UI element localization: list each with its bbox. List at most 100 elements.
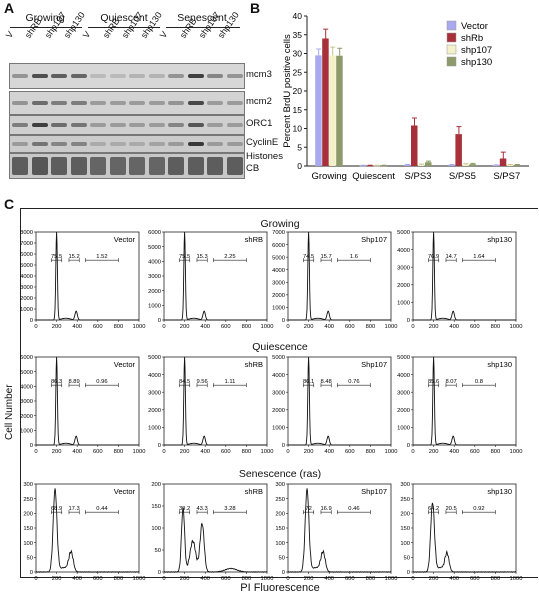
gate-value: 2.25 [224,254,235,260]
hist-x-tick-label: 600 [345,449,355,455]
hist-x-tick-label: 600 [221,449,231,455]
blot-band [207,157,223,175]
blot-band [31,101,48,105]
hist-x-tick-label: 400 [324,449,334,455]
hist-x-tick-label: 800 [366,576,376,582]
hist-x-tick-label: 800 [491,449,501,455]
histogram-curve [163,507,268,573]
blot-band [168,101,184,105]
hist-y-tick-label: 6000 [20,355,33,361]
panel-b-letter: B [250,0,261,16]
hist-x-tick-label: 0 [286,449,289,455]
hist-y-tick-label: 300 [23,482,33,488]
histogram-frame [35,356,140,446]
hist-y-tick-label: 200 [400,512,410,518]
histogram-name: shp130 [487,487,512,496]
legend-label: shp130 [461,57,492,68]
hist-y-tick-label: 2000 [148,289,161,295]
histogram-frame [163,356,268,446]
blot-band [226,101,243,105]
blot-band [148,74,165,78]
gate-value: 75.5 [179,254,190,260]
bar [506,164,514,166]
blot-band [109,74,126,78]
group-line-growing [10,27,82,28]
bar [373,165,381,167]
histogram-name: shRB [245,235,263,244]
blot-band [31,142,48,146]
hist-x-tick-label: 400 [449,576,459,582]
gate-value: 0.46 [348,506,359,512]
hist-x-tick-label: 200 [304,449,314,455]
histogram-curve [413,356,516,446]
gate-value: 15.3 [196,254,207,260]
histogram-name: shp130 [487,360,512,369]
hist-y-tick-label: 0 [30,443,33,449]
blot-band [70,101,87,105]
blot-band [90,157,106,175]
blot-band [148,123,165,127]
hist-x-tick-label: 400 [449,449,459,455]
hist-x-tick-label: 600 [221,576,231,582]
bar [404,164,411,166]
blot-band [187,123,204,127]
hist-y-tick-label: 4000 [397,373,410,379]
hist-y-tick-label: 5000 [148,245,161,251]
hist-x-tick-label: 0 [34,576,37,582]
hist-y-tick-label: 3000 [272,390,285,396]
hist-y-tick-label: 200 [23,512,33,518]
hist-x-tick-label: 800 [114,576,124,582]
hist-x-tick-label: 1000 [261,576,274,582]
hist-x-tick-label: 800 [366,449,376,455]
hist-x-tick-label: 400 [324,324,334,330]
hist-y-tick-label: 4000 [20,385,33,391]
group-label-senescent: Senescent [177,12,227,24]
blot-band [90,123,106,127]
gate-value: 20.5 [445,506,456,512]
blot-label: mcm3 [246,69,272,80]
histogram-curve [412,502,517,573]
hist-y-tick-label: 2000 [397,283,410,289]
hist-x-tick-label: 400 [449,324,459,330]
hist-y-tick-label: 2000 [20,414,33,420]
blot-band [226,123,243,127]
hist-x-tick-label: 1000 [133,576,146,582]
gate-value: 85.6 [428,379,439,385]
hist-y-tick-label: 250 [400,497,410,503]
hist-x-tick-label: 200 [429,324,439,330]
hist-y-tick-label: 1000 [148,426,161,432]
panel-a-letter: A [4,0,15,16]
hist-x-tick-label: 200 [180,324,190,330]
gate-value: 68.9 [51,506,62,512]
histogram-name: shp130 [487,235,512,244]
hist-y-tick-label: 5000 [397,355,410,361]
blot-band [187,157,204,175]
hist-y-tick-label: 6000 [272,243,285,249]
histogram-curve [36,356,139,446]
hist-x-tick-label: 400 [200,324,210,330]
legend-swatch [446,32,457,43]
histogram-curve [413,231,516,321]
hist-x-tick-label: 200 [180,576,190,582]
hist-x-tick-label: 200 [52,449,62,455]
hist-x-tick-label: 600 [345,324,355,330]
row-title: Growing [260,218,300,230]
blot-band [12,74,28,78]
blot-band [168,123,184,127]
bar [411,125,418,166]
hist-y-tick-label: 0 [158,570,161,576]
blot-band [12,101,28,105]
hist-x-tick-label: 0 [286,576,289,582]
hist-y-tick-label: 6000 [20,252,33,258]
hist-x-tick-label: 600 [221,324,231,330]
hist-x-tick-label: 600 [470,576,480,582]
hist-y-tick-label: 1000 [397,426,410,432]
gate-value: 3.28 [224,506,235,512]
gate-value: 1.52 [96,254,107,260]
blot-band [148,101,165,105]
histogram-name: Vector [114,235,136,244]
blot-band [109,101,126,105]
blot-4 [9,153,245,179]
hist-y-tick-label: 150 [23,526,33,532]
bar [329,55,336,166]
